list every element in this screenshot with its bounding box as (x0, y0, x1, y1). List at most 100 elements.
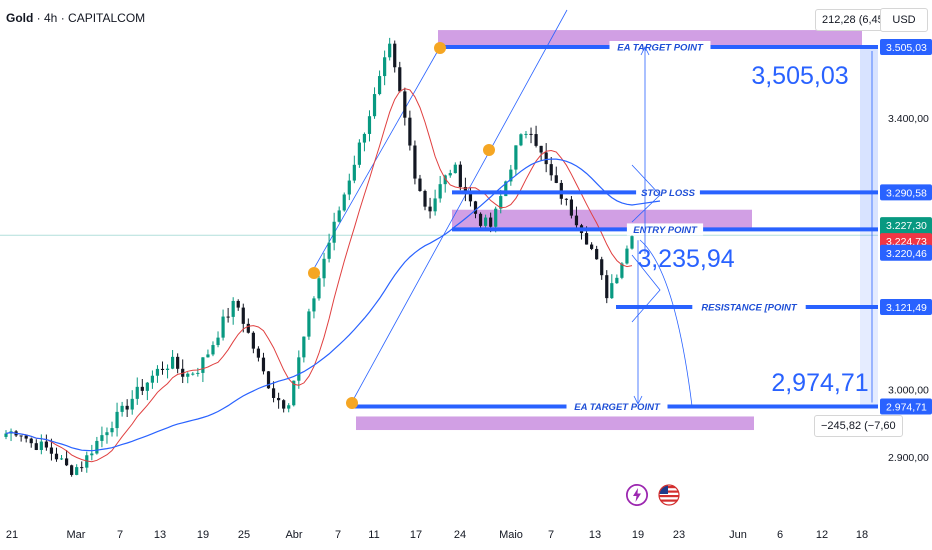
bottom-demand-zone (356, 416, 754, 431)
candle-body (494, 208, 498, 227)
candle-body (468, 193, 473, 202)
current-price-tag-text: 3.227,30 (886, 220, 927, 232)
candle-body (312, 298, 316, 312)
candle-body (388, 43, 392, 58)
candle-body (59, 458, 64, 460)
candle-body (377, 76, 382, 95)
x-tick-label: 19 (197, 529, 209, 541)
swing-marker-3 (308, 267, 320, 279)
candle-body (221, 316, 225, 338)
x-tick-label: 18 (856, 529, 868, 541)
candle-body (29, 438, 33, 444)
candle-body (423, 190, 427, 207)
candle-body (196, 372, 200, 374)
candle-body (600, 259, 604, 276)
candle-body (160, 368, 165, 370)
candle-body (150, 375, 155, 383)
candle-body (287, 405, 291, 409)
candle-body (140, 386, 144, 391)
candle-body (231, 300, 235, 317)
candle-body (282, 400, 286, 409)
swing-marker-1 (434, 42, 446, 54)
candle-body (529, 133, 533, 135)
candle-body (458, 164, 462, 187)
trend-line-lower (351, 9, 568, 403)
stop-loss-label: STOP LOSS (641, 188, 696, 199)
measure-down-text: −245,82 (−7,60 (821, 420, 896, 432)
candle-body (564, 198, 568, 200)
x-tick-label: 11 (368, 529, 379, 541)
candle-body (443, 175, 447, 185)
candle-body (307, 311, 311, 337)
projection-up-arrowhead (640, 46, 650, 56)
ma-fast-line (5, 88, 633, 463)
level-stop-loss-tag-text: 3.290,58 (886, 187, 927, 199)
x-tick-label: 24 (454, 529, 466, 541)
candle-body (236, 300, 240, 308)
candle-body (453, 164, 457, 174)
x-tick-label: 25 (238, 529, 250, 541)
level-target-bottom-tag-text: 2.974,71 (886, 402, 927, 414)
candle-body (145, 382, 149, 391)
candle-body (514, 145, 518, 170)
level-target-top-tag-text: 3.505,03 (886, 42, 927, 54)
x-tick-label: Maio (499, 529, 523, 541)
swing-marker-2 (483, 144, 495, 156)
candle-body (54, 453, 59, 460)
candle-body (549, 164, 553, 176)
candle-body (206, 354, 210, 358)
candle-body (251, 332, 255, 349)
candle-body (630, 236, 634, 249)
resistance-label: RESISTANCE [POINT (701, 302, 798, 313)
candle-body (584, 233, 589, 245)
level-resistance-tag (880, 298, 932, 315)
swing-marker-4 (346, 397, 358, 409)
candle-body (478, 213, 483, 226)
candle-body (186, 373, 190, 377)
currency-button[interactable]: USD (880, 8, 928, 32)
level-target-top-tag (880, 39, 932, 55)
candle-body (226, 316, 230, 318)
candle-body (322, 258, 326, 279)
candle-body (44, 441, 48, 448)
stop-loss-label-bg (636, 186, 700, 199)
candle-body (80, 467, 84, 469)
ma-price-tag-text: 3.220,46 (886, 248, 927, 260)
candle-body (504, 181, 508, 197)
x-tick-label: Jun (729, 529, 747, 541)
entry-label: ENTRY POINT (633, 225, 698, 236)
candle-body (403, 91, 407, 118)
candle-body (155, 368, 160, 376)
level-target-bottom-tag (880, 398, 932, 415)
candle-body (90, 453, 94, 456)
candle-body (246, 323, 250, 333)
candle-body (544, 152, 548, 165)
candle-body (610, 283, 614, 299)
ma-slow-line (5, 158, 661, 452)
projection-bracket-lower (631, 254, 661, 323)
x-tick-label: 6 (777, 529, 783, 541)
x-tick-label: 12 (816, 529, 828, 541)
x-tick-label: 23 (673, 529, 685, 541)
us-flag-icon[interactable] (658, 484, 680, 506)
measure-band-down (860, 229, 878, 407)
candle-body (595, 248, 599, 260)
candle-body (191, 373, 195, 375)
candle-body (408, 117, 412, 146)
top-supply-zone (438, 30, 862, 48)
x-tick-label: 7 (117, 529, 123, 541)
candle-body (201, 357, 205, 373)
candle-body (473, 201, 478, 214)
candle-body (39, 441, 43, 450)
candle-body (64, 458, 69, 466)
candle-body (317, 278, 321, 299)
x-tick-label: 17 (410, 529, 422, 541)
symbol-name: Gold (6, 11, 34, 25)
candle-body (70, 465, 74, 475)
currency-label: USD (892, 14, 916, 26)
x-tick-label: 7 (335, 529, 341, 541)
lightning-icon[interactable] (626, 484, 648, 506)
chart-title: Gold · 4h · CAPITALCOM (6, 11, 146, 25)
trend-line-upper (311, 46, 441, 273)
